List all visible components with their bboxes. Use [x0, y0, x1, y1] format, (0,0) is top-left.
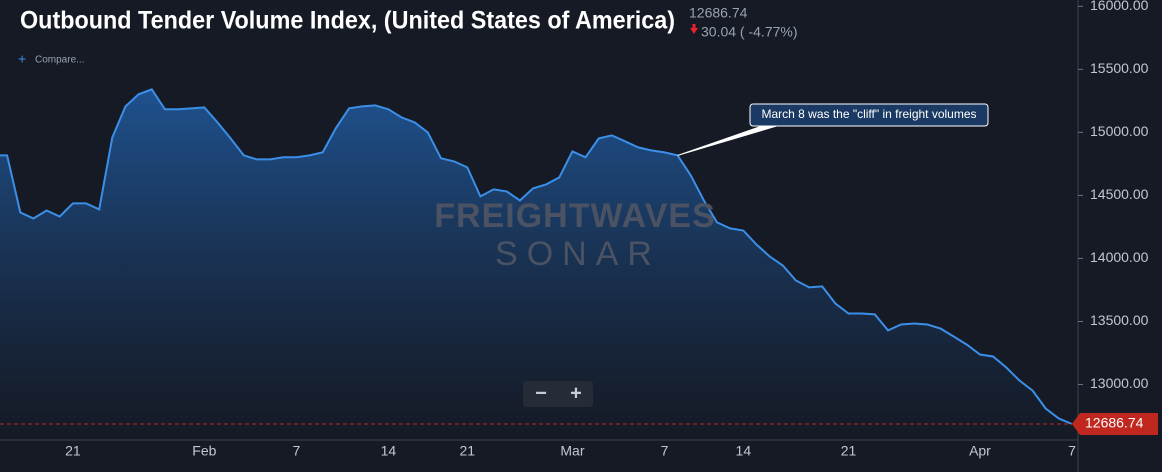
- compare-button[interactable]: Compare...: [35, 55, 84, 66]
- y-tick-label: 16000.00: [1090, 0, 1149, 13]
- y-tick-label: 13500.00: [1090, 312, 1149, 328]
- x-tick-label: 21: [459, 443, 475, 459]
- y-tick-label: 15000.00: [1090, 123, 1149, 139]
- x-tick-label: 14: [381, 443, 397, 459]
- x-tick-label: 14: [736, 443, 752, 459]
- watermark: SONAR: [495, 235, 661, 273]
- zoom-panel: [523, 381, 593, 407]
- x-tick-label: Apr: [969, 443, 991, 459]
- y-tick-label: 14500.00: [1090, 186, 1149, 202]
- line: [0, 88, 1073, 425]
- price-change: 30.04 ( -4.77%): [701, 24, 798, 40]
- last-value-box: [1072, 413, 1158, 436]
- annotation-box: [749, 103, 989, 127]
- x-tick-label: 21: [65, 443, 81, 459]
- last-price: 12686.74: [689, 5, 748, 21]
- x-tick-label: 7: [1068, 443, 1076, 459]
- watermark: FREIGHTWAVES: [434, 197, 716, 235]
- x-tick-label: 21: [841, 443, 857, 459]
- x-tick-label: Feb: [192, 443, 216, 459]
- zoom-in[interactable]: +: [570, 382, 582, 404]
- zoom-out[interactable]: −: [535, 382, 547, 404]
- chart-title: Outbound Tender Volume Index, (United St…: [20, 7, 675, 35]
- compare-plus[interactable]: +: [18, 51, 26, 67]
- y-tick-label: 15500.00: [1090, 60, 1149, 76]
- x-tick-label: 7: [292, 443, 300, 459]
- x-tick-label: 7: [661, 443, 669, 459]
- down-arrow: [690, 24, 698, 34]
- annotation: March 8 was the "cliff" in freight volum…: [761, 107, 976, 121]
- y-tick-label: 13000.00: [1090, 375, 1149, 391]
- last-value-label: 12686.74: [1085, 415, 1144, 431]
- x-tick-label: Mar: [560, 443, 584, 459]
- area-fill: [0, 89, 1072, 440]
- y-tick-label: 14000.00: [1090, 249, 1149, 265]
